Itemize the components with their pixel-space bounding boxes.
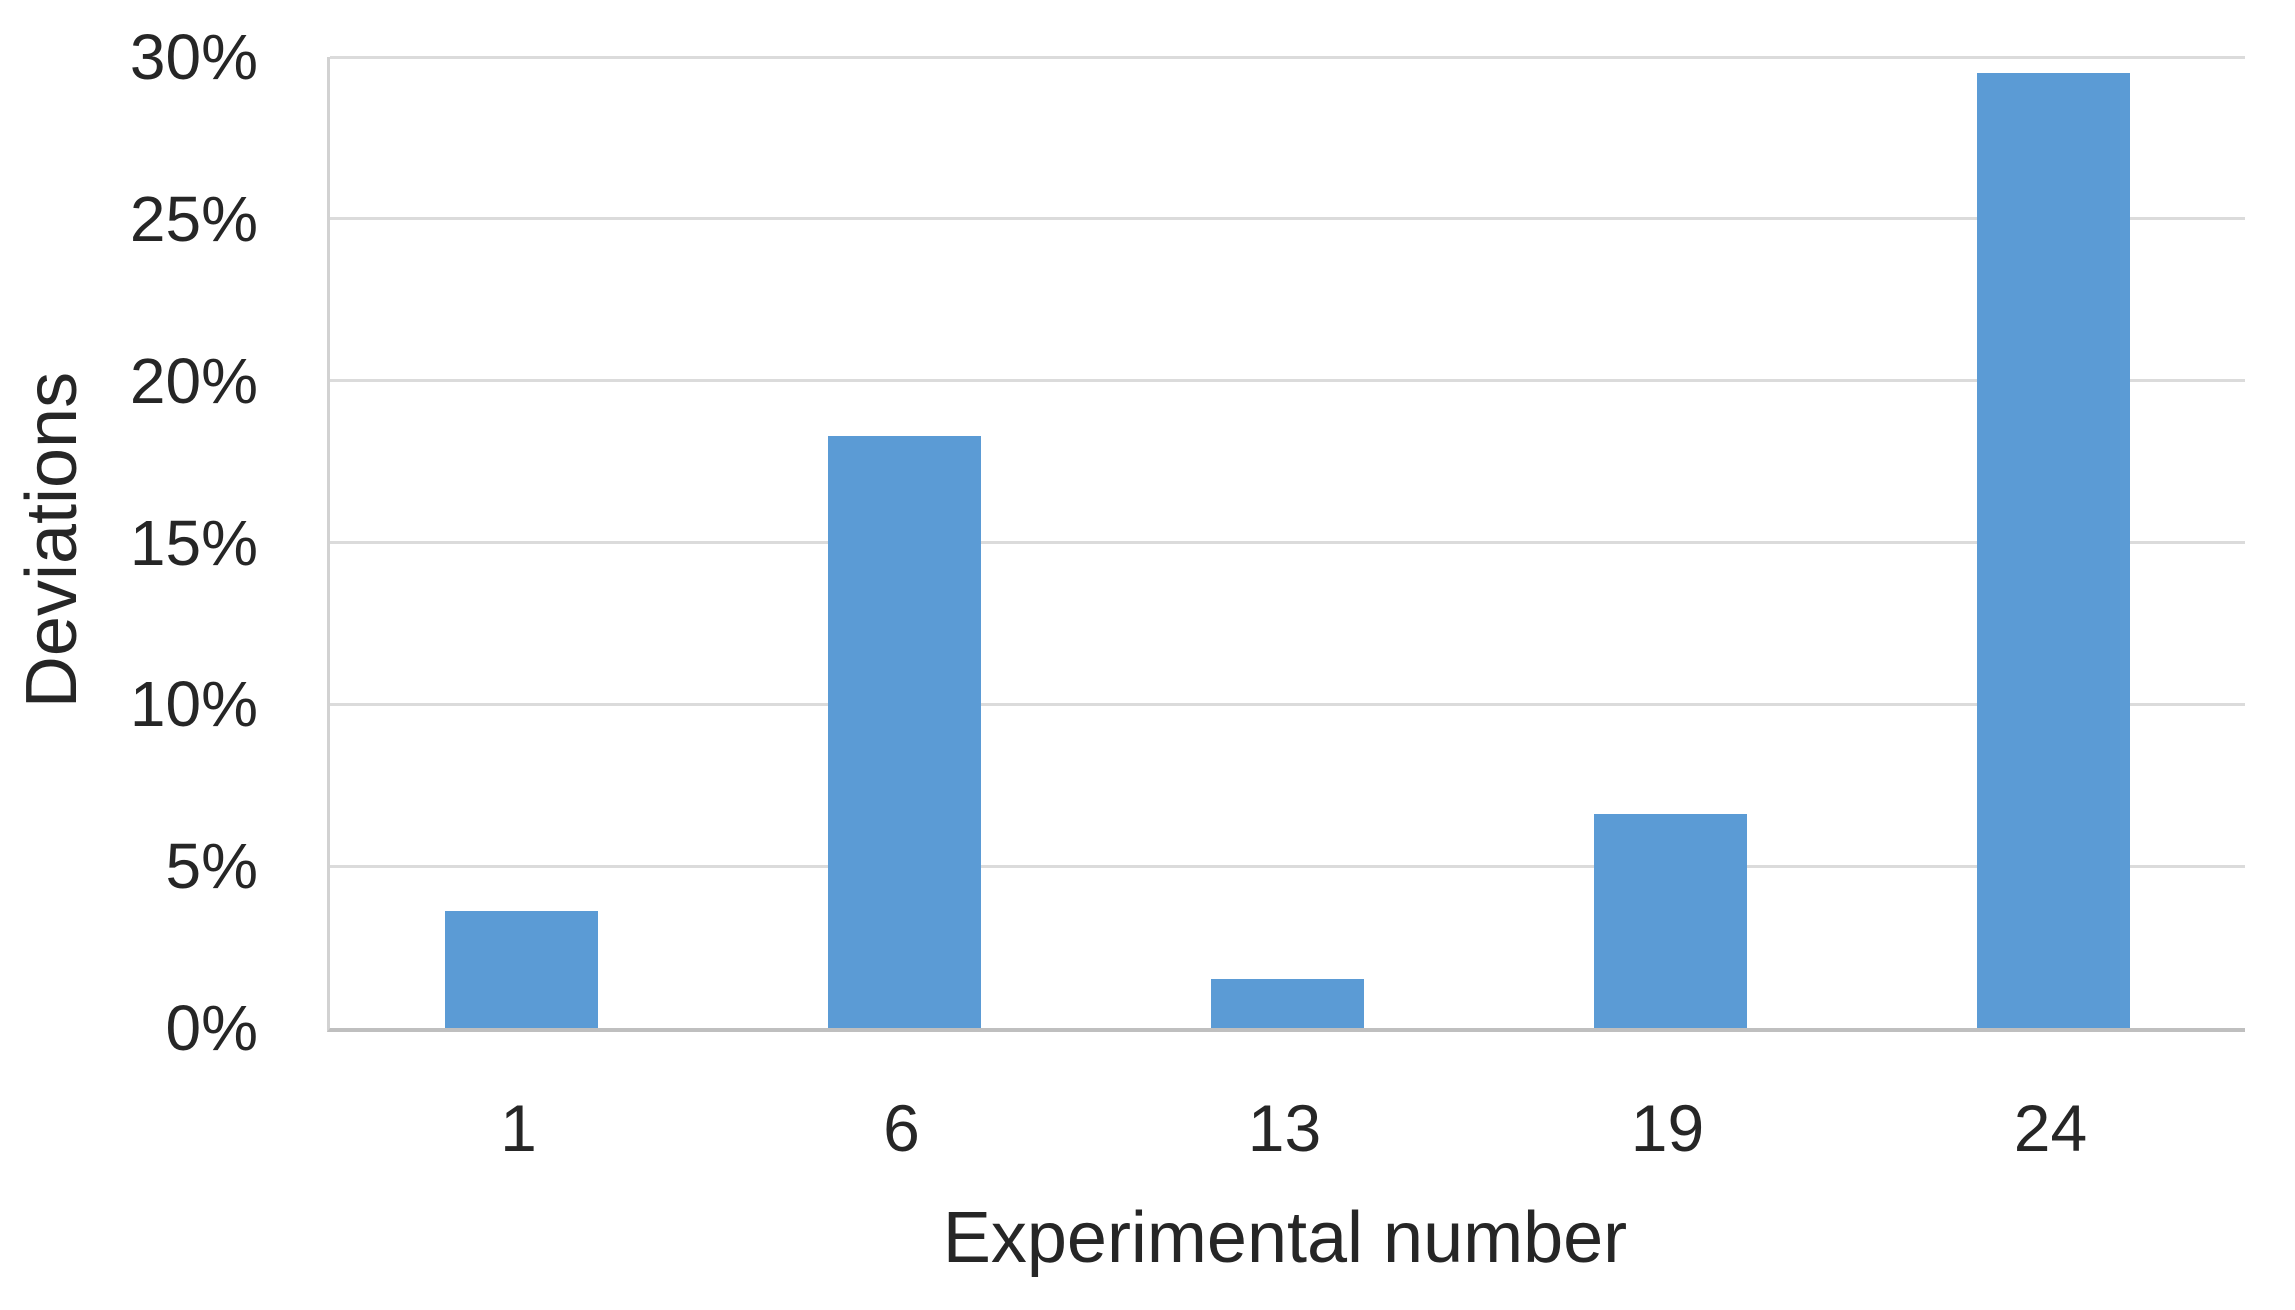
y-tick-label-0%: 0% (165, 992, 259, 1064)
x-tick-label-19: 19 (1630, 1091, 1705, 1165)
y-tick-label-10%: 10% (129, 668, 258, 741)
bar-19 (1594, 814, 1747, 1028)
gridline-5% (330, 864, 2245, 868)
bar-1 (445, 911, 598, 1028)
x-axis-title: Experimental number (942, 1198, 1628, 1278)
bar-6 (828, 435, 981, 1028)
x-tick-label-24: 24 (2013, 1091, 2088, 1165)
bar-13 (1211, 979, 1364, 1028)
y-tick-label-5%: 5% (165, 830, 259, 903)
gridline-15% (330, 541, 2245, 544)
plot-area (327, 55, 2245, 1032)
y-tick-label-25%: 25% (129, 182, 258, 255)
x-tick-label-1: 1 (500, 1091, 537, 1165)
gridline-25% (330, 217, 2245, 221)
x-tick-label-13: 13 (1247, 1091, 1322, 1165)
gridline-10% (330, 702, 2245, 706)
gridline-20% (330, 379, 2245, 383)
bar-24 (1977, 73, 2130, 1028)
y-tick-label-30%: 30% (129, 21, 258, 93)
gridline-30% (330, 55, 2245, 59)
x-tick-label-6: 6 (883, 1091, 920, 1165)
y-tick-label-20%: 20% (129, 344, 258, 417)
y-tick-label-15%: 15% (129, 506, 258, 579)
